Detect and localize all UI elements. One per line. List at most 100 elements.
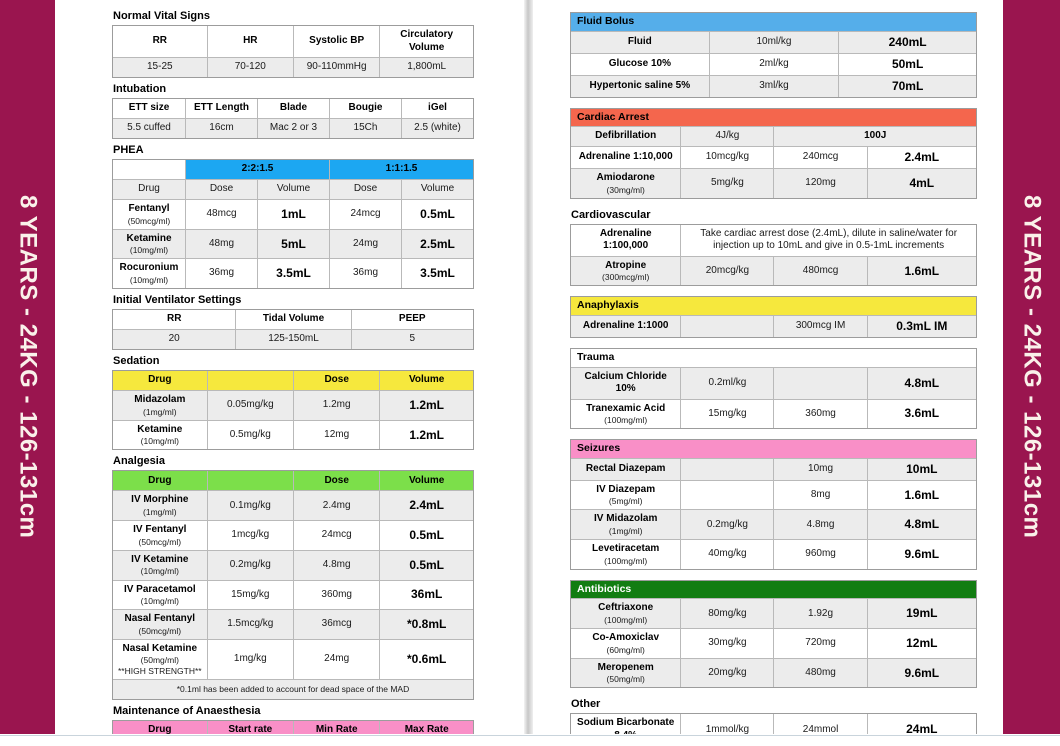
cell-text: 0.2ml/kg bbox=[708, 376, 747, 388]
table-row: Meropenem (50mg/ml) 20mg/kg 480mg 9.6mL bbox=[571, 657, 976, 688]
table-cell: 0.5mg/kg bbox=[206, 420, 293, 450]
table-row: Atropine (300mcg/ml) 20mcg/kg 480mcg 1.6mL bbox=[571, 255, 976, 286]
table-row: Fentanyl (50mcg/ml) 48mcg 1mL 24mcg 0.5mL bbox=[113, 199, 473, 229]
table-cell: 0.2mg/kg bbox=[206, 550, 293, 580]
table-cell: Glucose 10% bbox=[571, 54, 709, 75]
table-fluid-bolus: Fluid Bolus Fluid 10ml/kg 240mL Glucose 10% 2… bbox=[570, 12, 977, 98]
table-cell: 24mmol bbox=[773, 714, 866, 734]
table-cell: 4.8mL bbox=[866, 367, 976, 399]
cell-subtext: (60mg/ml) bbox=[606, 644, 645, 655]
table-other: Sodium Bicarbonate 8.4% 1mmol/kg 24mmol 24m… bbox=[570, 713, 977, 734]
cell-text: Drug bbox=[148, 474, 172, 486]
cell-text: 1,800mL bbox=[407, 61, 447, 73]
table-cell bbox=[206, 371, 293, 391]
table-row: IV Morphine (1mg/ml) 0.1mg/kg 2.4mg 2.4mL bbox=[113, 490, 473, 521]
cell-text: 80mg/kg bbox=[708, 607, 747, 619]
band-anaphylaxis: Anaphylaxis bbox=[571, 297, 976, 316]
cell-subtext: (10mg/ml) bbox=[140, 566, 179, 577]
cell-text: 0.5mg/kg bbox=[229, 428, 271, 440]
table-cell: Sodium Bicarbonate 8.4% bbox=[571, 714, 680, 734]
table-cell: 20mcg/kg bbox=[680, 256, 773, 286]
cell-text: HR bbox=[243, 35, 258, 47]
table-cell: 5mL bbox=[257, 229, 329, 259]
cell-text: 50mL bbox=[891, 56, 924, 71]
table-row: Levetiracetam (100mg/ml) 40mg/kg 960mg 9.6mL bbox=[571, 539, 976, 569]
cell-subtext: (50mg/ml) bbox=[140, 655, 179, 666]
cell-subtext: (100mg/ml) bbox=[604, 415, 648, 426]
table-cell: IV Fentanyl (50mcg/ml) bbox=[113, 521, 207, 550]
cell-text: iGel bbox=[428, 102, 447, 114]
table-cell: 24mcg bbox=[292, 521, 379, 550]
table-cell: Circulatory Volume bbox=[379, 26, 473, 57]
table-anaphylaxis: Anaphylaxis Adrenaline 1:1000 300mcg IM 0.3… bbox=[570, 296, 977, 339]
table-row: Amiodarone (30mg/ml) 5mg/kg 120mg 4mL bbox=[571, 168, 976, 198]
cell-text: 40mg/kg bbox=[708, 548, 747, 560]
table-row: *0.1ml has been added to account for dea… bbox=[113, 678, 473, 699]
table-row: Calcium Chloride 10% 0.2ml/kg 4.8mL bbox=[571, 366, 976, 399]
cell-subtext: (1mg/ml) bbox=[143, 406, 177, 417]
table-cell: 30mg/kg bbox=[680, 629, 773, 658]
table-cell: 1mcg/kg bbox=[206, 521, 293, 550]
cell-text: 2.5 (white) bbox=[414, 122, 461, 134]
table-cell: IV Midazolam (1mg/ml) bbox=[571, 510, 680, 539]
cell-text: 1.6mL bbox=[904, 263, 940, 278]
cell-text: 0.1mg/kg bbox=[229, 499, 271, 511]
cell-text: 15-25 bbox=[147, 61, 173, 73]
cell-text: 3.6mL bbox=[904, 406, 940, 421]
cell-text: 480mcg bbox=[802, 264, 839, 276]
cell-text: Levetiracetam bbox=[592, 543, 660, 555]
table-cell: 360mg bbox=[292, 580, 379, 610]
table-cell: 3.5mL bbox=[401, 259, 473, 289]
cell-text: 12mg bbox=[324, 428, 350, 440]
cell-text: Calcium Chloride 10% bbox=[584, 370, 667, 395]
cell-text: IV Diazepam bbox=[596, 483, 656, 495]
band-antibiotics: Antibiotics bbox=[571, 580, 976, 599]
table-cell: 5.5 cuffed bbox=[113, 119, 185, 138]
cell-text: Hypertonic saline 5% bbox=[589, 79, 691, 91]
table-row: 5.5 cuffed 16cm Mac 2 or 3 15Ch 2.5 (white) bbox=[113, 118, 473, 138]
cell-subtext: (300mcg/ml) bbox=[602, 272, 650, 283]
table-row: RR HR Systolic BP Circulatory Volume bbox=[113, 26, 473, 57]
table-cell: 90-110mmHg bbox=[292, 58, 379, 77]
table-cell: IV Morphine (1mg/ml) bbox=[113, 491, 207, 520]
table-cell: IV Ketamine (10mg/ml) bbox=[113, 551, 207, 580]
table-cell: 3ml/kg bbox=[708, 75, 839, 97]
table-cell bbox=[680, 458, 773, 480]
table-row: Nasal Ketamine (50mg/ml) **HIGH STRENGTH**… bbox=[113, 638, 473, 679]
table-cell: Volume bbox=[379, 471, 473, 491]
cell-text: Nasal Fentanyl bbox=[124, 613, 196, 625]
cell-text: 48mcg bbox=[206, 208, 237, 220]
section-title-normal-vital-signs: Normal Vital Signs bbox=[113, 10, 210, 22]
right-page-content: Fluid Bolus Fluid 10ml/kg 240mL Glucose 10% 2… bbox=[570, 0, 977, 734]
band-seizures: Seizures bbox=[571, 440, 976, 458]
cell-subtext: (50mg/ml) bbox=[606, 674, 645, 685]
table-cell: 0.3mL IM bbox=[866, 316, 976, 338]
table-cell: Adrenaline 1:100,000 bbox=[571, 225, 680, 256]
table-cell: 10mL bbox=[866, 458, 976, 480]
table-row: Glucose 10% 2ml/kg 50mL bbox=[571, 52, 976, 75]
cell-text: 1.6mL bbox=[904, 487, 940, 502]
table-cell: Ketamine (10mg/ml) bbox=[113, 421, 207, 450]
cell-text: 24mg bbox=[352, 237, 378, 249]
table-cell: 2ml/kg bbox=[708, 53, 839, 75]
table-cell: Atropine (300mcg/ml) bbox=[571, 257, 680, 286]
table-cell: Dose bbox=[329, 180, 401, 199]
table-cell: 9.6mL bbox=[866, 540, 976, 569]
cell-text: 20mcg/kg bbox=[705, 264, 750, 276]
cell-text: 20 bbox=[168, 333, 180, 345]
table-cell bbox=[113, 160, 185, 179]
cell-text: 36mg bbox=[208, 267, 234, 279]
cell-text: 360mg bbox=[321, 588, 352, 600]
table-cell: Rectal Diazepam bbox=[571, 459, 680, 480]
cell-text: Dose bbox=[209, 183, 234, 195]
table-cell: Co-Amoxiclav (60mg/ml) bbox=[571, 629, 680, 658]
cell-text: 4J/kg bbox=[715, 130, 740, 142]
cell-text: 24mcg bbox=[321, 529, 352, 541]
cell-subtext: (1mg/ml) bbox=[608, 525, 643, 536]
table-cell: 2.5mL bbox=[401, 229, 473, 259]
cell-text: 1mL bbox=[281, 206, 306, 221]
cell-text: *0.1ml has been added to account for dea… bbox=[176, 683, 410, 694]
cell-text: Atropine bbox=[605, 259, 647, 271]
table-cell: 8mg bbox=[773, 480, 866, 510]
table-cell: 2.4mg bbox=[292, 491, 379, 521]
